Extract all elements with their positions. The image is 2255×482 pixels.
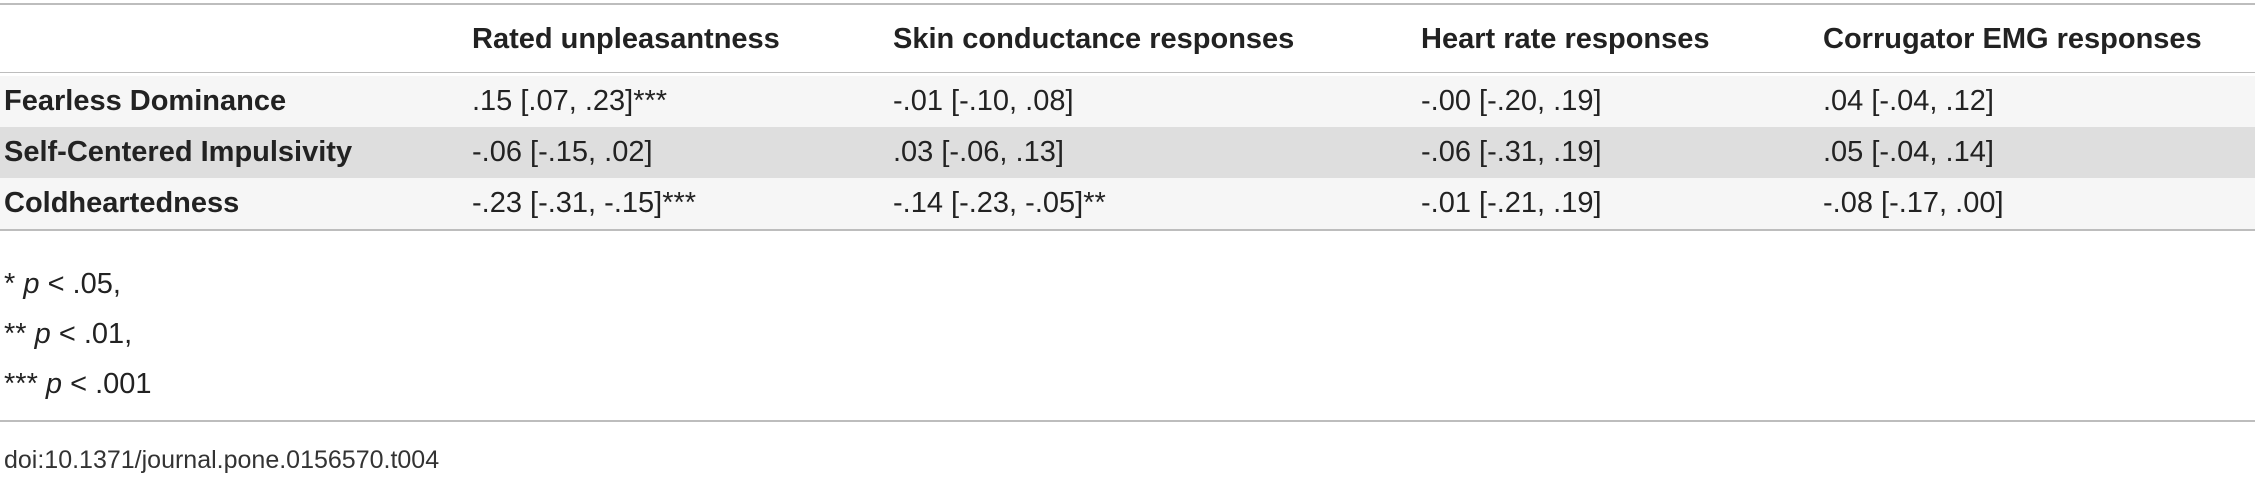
footnote-text: < .01, (58, 318, 133, 350)
table-cell: -.06 [-.15, .02] (472, 136, 653, 168)
footnote-stars: *** (4, 368, 38, 400)
table-cell: -.23 [-.31, -.15]*** (472, 187, 697, 219)
row-label: Self-Centered Impulsivity (4, 136, 353, 168)
table-cell: .03 [-.06, .13] (893, 136, 1064, 168)
header-row: Rated unpleasantness Skin conductance res… (0, 13, 2255, 65)
footnote-stars: ** (4, 318, 27, 350)
footnote: *** p < .001 (4, 368, 152, 401)
footnote-stars: * (4, 268, 16, 300)
table-cell: .15 [.07, .23]*** (472, 85, 668, 117)
footnote-text: < .001 (70, 368, 152, 400)
footnote-symbol: p (23, 268, 40, 300)
footnote-text: < .05, (47, 268, 121, 300)
footnote: * p < .05, (4, 268, 121, 301)
table-cell: -.01 [-.21, .19] (1421, 187, 1602, 219)
table-cell: -.00 [-.20, .19] (1421, 85, 1602, 117)
row-label: Fearless Dominance (4, 85, 287, 117)
top-rule (0, 3, 2255, 5)
table-row: Fearless Dominance .15 [.07, .23]*** -.01 … (0, 76, 2255, 127)
footnote-symbol: p (45, 368, 63, 400)
table-row: Self-Centered Impulsivity -.06 [-.15, .02… (0, 127, 2255, 178)
row-label: Coldheartedness (4, 187, 240, 219)
footnote-symbol: p (34, 318, 51, 350)
header-rule (0, 72, 2255, 73)
column-header: Corrugator EMG responses (1823, 23, 2202, 55)
table-cell: -.06 [-.31, .19] (1421, 136, 1602, 168)
table-cell: -.01 [-.10, .08] (893, 85, 1074, 117)
table-cell: .05 [-.04, .14] (1823, 136, 1994, 168)
bottom-rule (0, 229, 2255, 231)
table-row: Coldheartedness -.23 [-.31, -.15]*** -.14 … (0, 178, 2255, 229)
doi-rule (0, 420, 2255, 422)
table-cell: .04 [-.04, .12] (1823, 85, 1994, 117)
column-header: Rated unpleasantness (472, 23, 780, 55)
column-header: Heart rate responses (1421, 23, 1710, 55)
table-cell: -.14 [-.23, -.05]** (893, 187, 1106, 219)
table-cell: -.08 [-.17, .00] (1823, 187, 2004, 219)
footnote: ** p < .01, (4, 318, 132, 351)
doi: doi:10.1371/journal.pone.0156570.t004 (4, 446, 440, 474)
column-header: Skin conductance responses (893, 23, 1295, 55)
